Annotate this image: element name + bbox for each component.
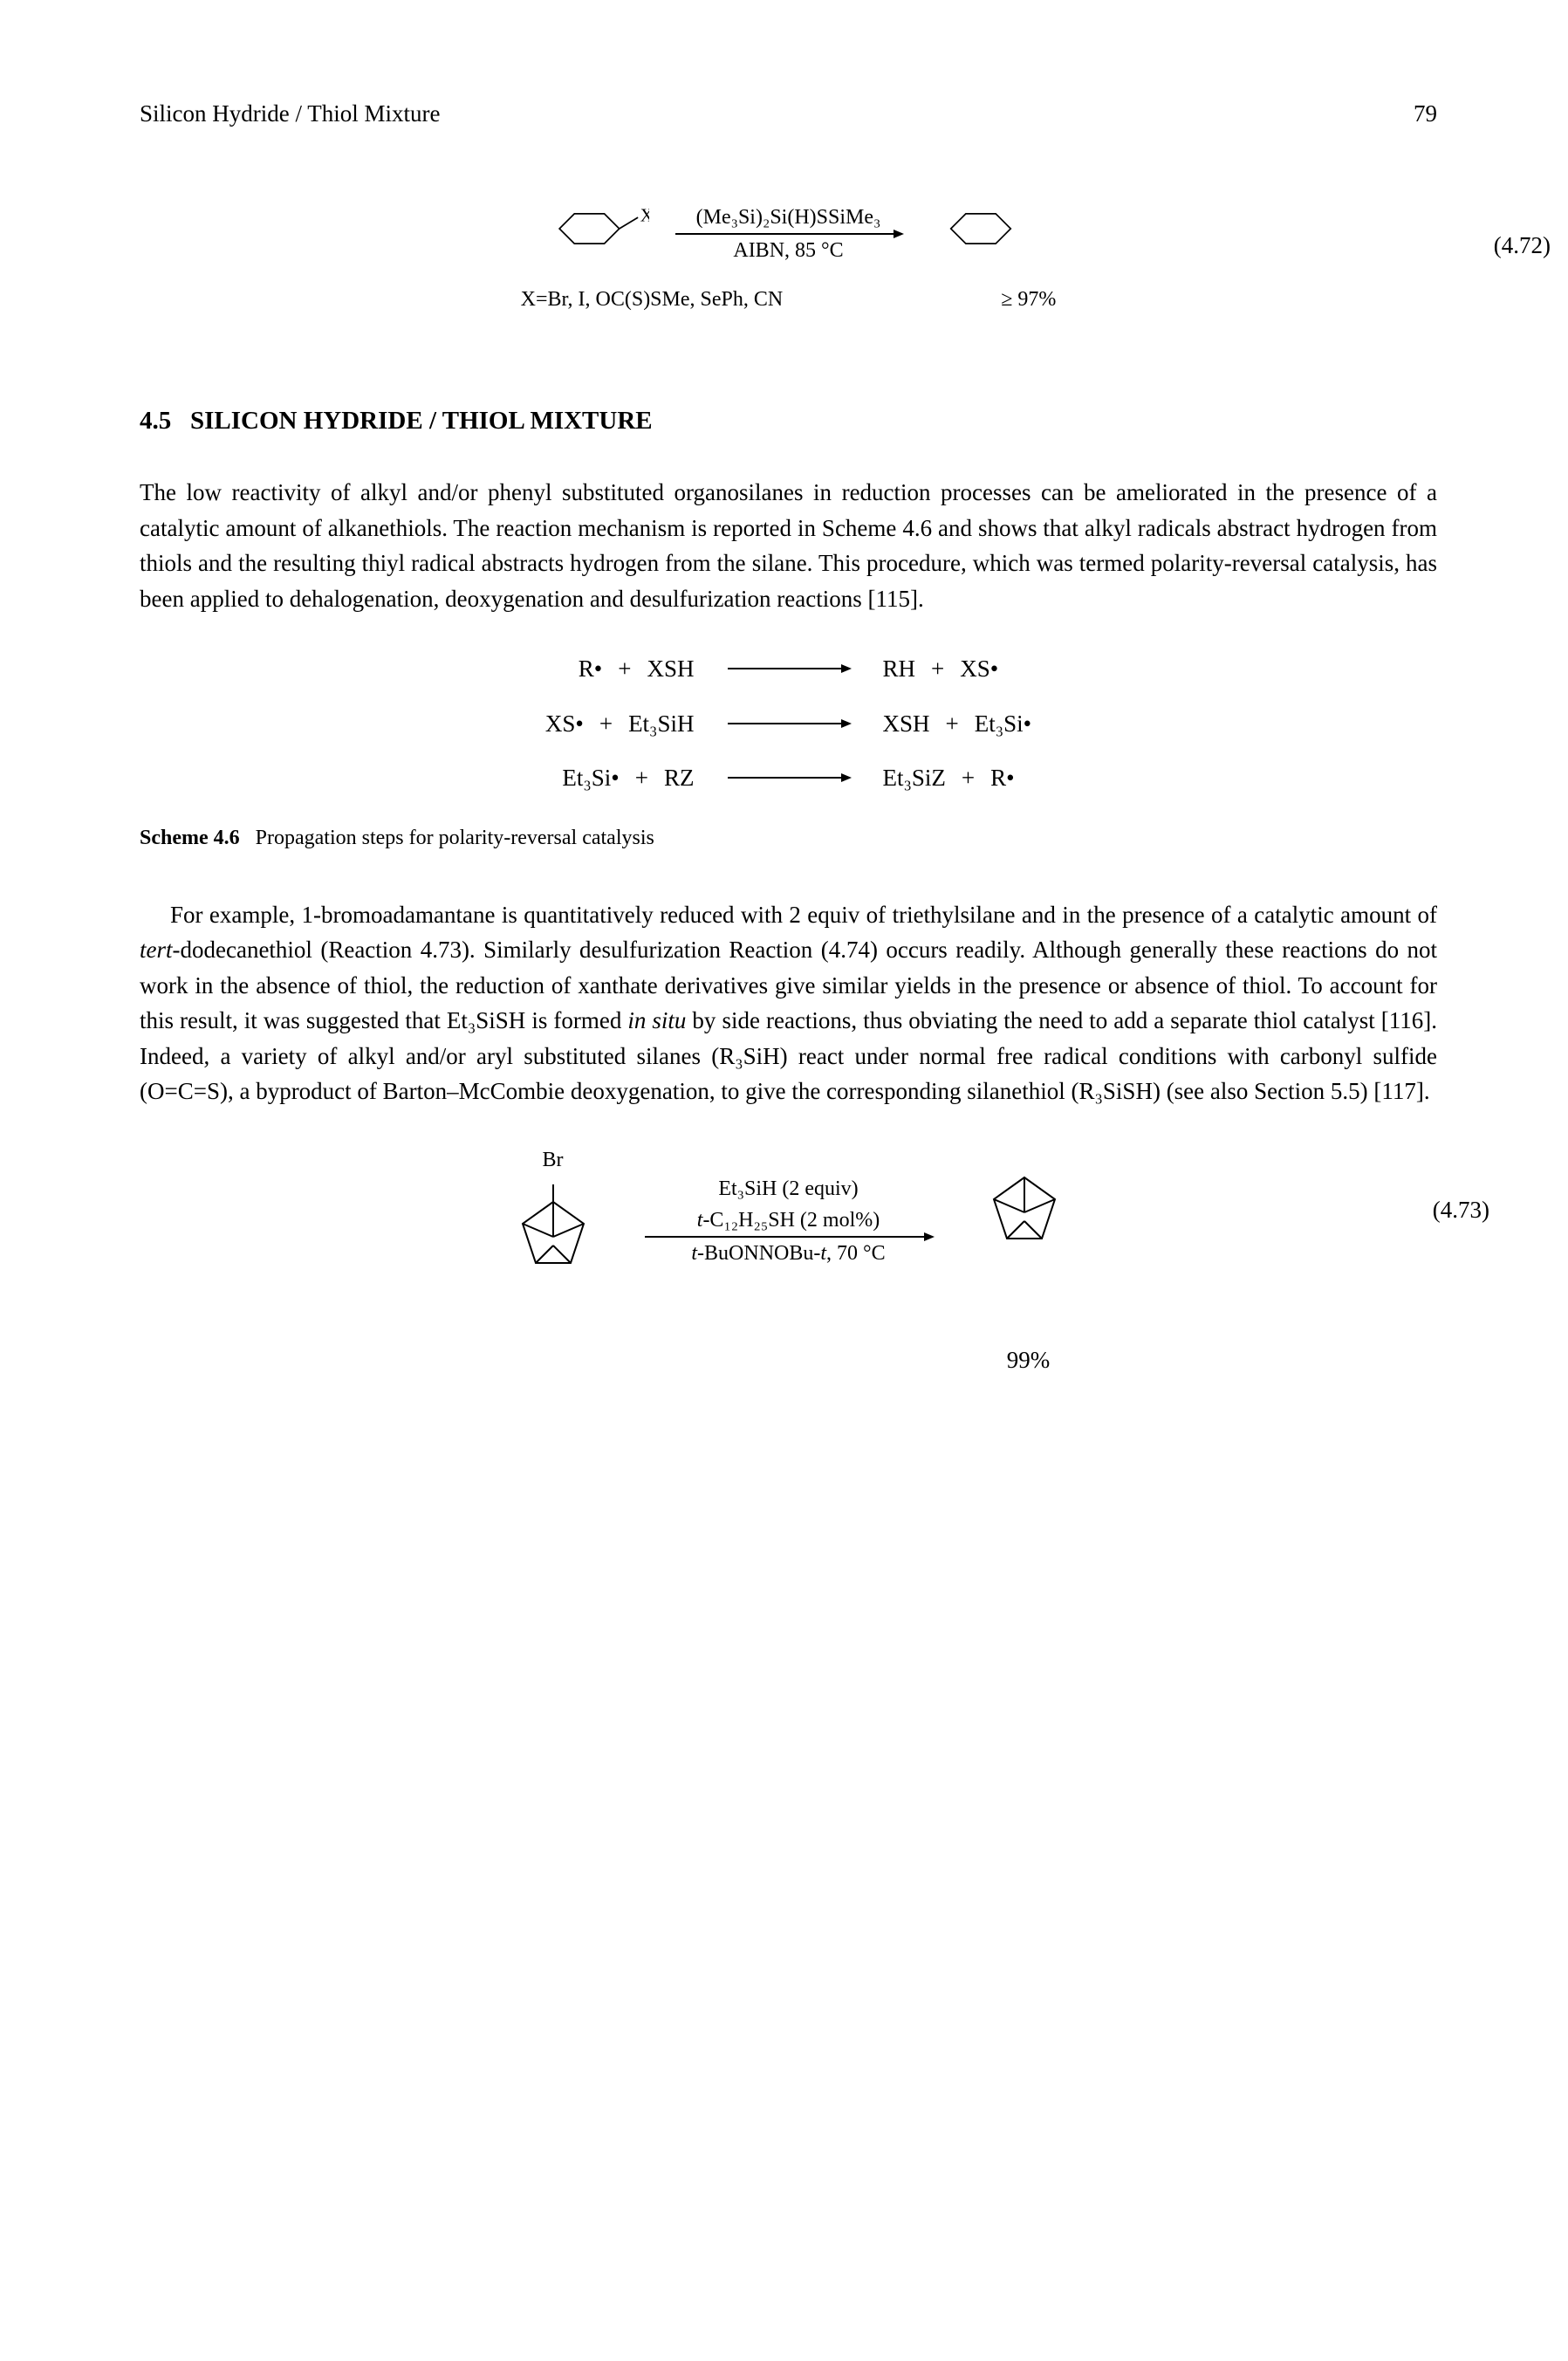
reaction-yield: 99% xyxy=(140,1342,1437,1378)
term: RH xyxy=(883,651,916,687)
section-heading: 4.5 SILICON HYDRIDE / THIOL MIXTURE xyxy=(140,402,1437,441)
adamantane-icon xyxy=(968,1160,1081,1273)
x-substituent-list: X=Br, I, OC(S)SMe, SePh, CN xyxy=(521,284,784,315)
term: XS• xyxy=(545,706,584,742)
reagent-line-2: t-C₁₂H₂₅SH (2 mol%) xyxy=(697,1205,880,1236)
section-number: 4.5 xyxy=(140,407,171,435)
paragraph-1: The low reactivity of alkyl and/or pheny… xyxy=(140,475,1437,616)
plus-sign: + xyxy=(962,760,975,796)
italic-run: tert xyxy=(140,937,173,963)
br-label: Br xyxy=(496,1144,610,1176)
scheme-caption-text: Propagation steps for polarity-reversal … xyxy=(256,827,654,849)
plus-sign: + xyxy=(946,706,959,742)
arrow-icon xyxy=(728,668,850,669)
term: R• xyxy=(990,760,1014,796)
arrow-icon xyxy=(675,233,902,235)
term: Et₃SiZ xyxy=(883,760,946,796)
reaction-4-72: X (Me₃Si)₂Si(H)SSiMe₃ AIBN, 85 °C (4.72)… xyxy=(140,202,1437,315)
arrow-icon xyxy=(728,723,850,724)
cyclohexane-x-icon: X xyxy=(544,202,649,255)
product-adamantane xyxy=(968,1160,1081,1284)
reagent-line-1: Et₃SiH (2 equiv) xyxy=(718,1173,858,1205)
plus-sign: + xyxy=(931,651,944,687)
cyclohexane-icon xyxy=(928,202,1033,255)
term: Et₃SiH xyxy=(628,706,694,742)
term: XSH xyxy=(883,706,930,742)
term: Et₃Si• xyxy=(562,760,619,796)
page-header: Silicon Hydride / Thiol Mixture 79 xyxy=(140,96,1437,132)
reagent-line-3: t-BuONNOBu-t, 70 °C xyxy=(691,1238,885,1269)
reagent-top: (Me₃Si)₂Si(H)SSiMe₃ xyxy=(696,202,881,233)
reaction-arrow: (Me₃Si)₂Si(H)SSiMe₃ AIBN, 85 °C xyxy=(675,202,902,266)
scheme-caption: Scheme 4.6 Propagation steps for polarit… xyxy=(140,822,1437,854)
term: RZ xyxy=(664,760,695,796)
reactant-adamantane-br: Br xyxy=(496,1144,610,1300)
section-title: SILICON HYDRIDE / THIOL MIXTURE xyxy=(190,407,653,435)
scheme-caption-label: Scheme 4.6 xyxy=(140,827,240,849)
page-number: 79 xyxy=(1414,96,1437,132)
svg-text:X: X xyxy=(640,206,648,225)
scheme-row-1: R• + XSH RH + XS• xyxy=(140,651,1437,687)
reaction-yield: ≥ 97% xyxy=(1001,284,1056,315)
term: XS• xyxy=(960,651,998,687)
reaction-arrow: Et₃SiH (2 equiv) t-C₁₂H₂₅SH (2 mol%) t-B… xyxy=(645,1173,933,1269)
plus-sign: + xyxy=(599,706,613,742)
arrow-icon xyxy=(645,1236,933,1238)
reagent-bottom: AIBN, 85 °C xyxy=(733,235,843,266)
scheme-row-2: XS• + Et₃SiH XSH + Et₃Si• xyxy=(140,706,1437,742)
plus-sign: + xyxy=(635,760,648,796)
italic-run: in situ xyxy=(627,1007,686,1033)
scheme-row-3: Et₃Si• + RZ Et₃SiZ + R• xyxy=(140,760,1437,796)
paragraph-2: For example, 1-bromoadamantane is quanti… xyxy=(140,897,1437,1109)
term: XSH xyxy=(647,651,694,687)
text-run: For example, 1-bromoadamantane is quanti… xyxy=(170,902,1437,928)
reactant-structure: X xyxy=(544,202,649,265)
product-structure xyxy=(928,202,1033,265)
arrow-icon xyxy=(728,777,850,779)
plus-sign: + xyxy=(618,651,631,687)
equation-number: (4.72) xyxy=(1494,228,1551,264)
scheme-4-6: R• + XSH RH + XS• XS• + Et₃SiH XSH + Et₃… xyxy=(140,651,1437,796)
term: R• xyxy=(579,651,602,687)
adamantane-icon xyxy=(496,1176,610,1289)
equation-number: (4.73) xyxy=(1433,1192,1489,1228)
reaction-subnote: X=Br, I, OC(S)SMe, SePh, CN ≥ 97% xyxy=(140,284,1437,315)
running-head-left: Silicon Hydride / Thiol Mixture xyxy=(140,96,440,132)
term: Et₃Si• xyxy=(975,706,1031,742)
reaction-4-73: Br Et₃SiH (2 equiv) t-C₁₂H₂₅SH (2 mol%) … xyxy=(140,1144,1437,1378)
